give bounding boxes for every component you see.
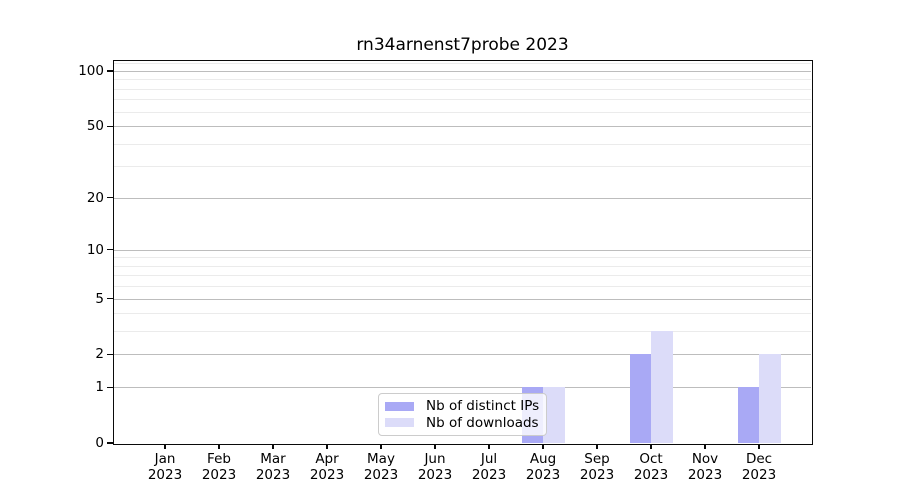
x-tick-month: Mar	[260, 451, 286, 467]
x-tick-month: Oct	[639, 451, 663, 467]
y-tick	[106, 70, 113, 72]
x-tick-label: Oct 2023	[621, 451, 681, 483]
y-tick	[106, 298, 113, 300]
y-tick-label: 10	[86, 241, 104, 258]
y-gridline-major	[114, 126, 811, 128]
y-tick	[106, 353, 113, 356]
x-tick-label: Sep 2023	[567, 451, 627, 483]
y-tick-label: 5	[95, 290, 104, 307]
x-tick-year: 2023	[687, 467, 723, 483]
y-tick	[106, 249, 113, 251]
x-tick-month: Sep	[584, 451, 610, 467]
x-tick-year: 2023	[525, 467, 561, 483]
y-tick-label: 2	[95, 346, 104, 363]
y-gridline-minor	[114, 99, 811, 101]
x-tick	[164, 444, 166, 449]
x-tick	[650, 444, 652, 449]
x-tick-label: Feb 2023	[189, 451, 249, 483]
x-tick-month: Jul	[480, 451, 498, 467]
x-tick-label: Mar 2023	[243, 451, 303, 483]
y-gridline-minor	[114, 79, 811, 81]
y-tick-label: 100	[78, 63, 104, 79]
x-tick-label: Jan 2023	[135, 451, 195, 483]
legend-entry: Nb of downloads	[385, 415, 540, 432]
bar-downloads	[651, 331, 673, 443]
legend-swatch-distinct-ips	[385, 401, 414, 411]
x-tick	[758, 444, 760, 449]
x-tick-year: 2023	[741, 467, 777, 483]
x-tick-label: Jul 2023	[459, 451, 519, 483]
x-tick-year: 2023	[201, 467, 237, 483]
x-tick-year: 2023	[255, 467, 291, 483]
y-tick	[106, 386, 113, 388]
y-gridline-major	[114, 354, 811, 356]
x-tick-month: May	[367, 451, 395, 467]
x-tick-year: 2023	[417, 467, 453, 483]
x-tick-label: May 2023	[351, 451, 411, 483]
y-gridline-major	[114, 298, 811, 300]
bar-downloads	[759, 354, 781, 443]
x-tick-year: 2023	[309, 467, 345, 483]
legend-swatch-downloads	[385, 418, 414, 428]
x-tick-year: 2023	[363, 467, 399, 483]
bar-distinct-ips	[629, 354, 651, 443]
x-tick-month: Jan	[154, 451, 176, 467]
y-gridline-minor	[114, 143, 811, 145]
y-gridline-major	[114, 197, 811, 199]
y-gridline-minor	[114, 111, 811, 113]
x-tick	[596, 444, 598, 449]
x-tick-label: Nov 2023	[675, 451, 735, 483]
y-tick	[106, 442, 113, 444]
y-tick-label: 0	[95, 435, 104, 451]
legend-entry: Nb of distinct IPs	[385, 398, 540, 415]
y-tick-label: 20	[86, 189, 104, 206]
y-gridline-major	[114, 387, 811, 389]
x-tick-month: Nov	[691, 451, 719, 467]
y-gridline-minor	[114, 166, 811, 168]
bar-downloads	[543, 387, 565, 443]
x-tick-year: 2023	[147, 467, 183, 483]
x-tick-month: Dec	[745, 451, 773, 467]
y-tick	[106, 125, 113, 127]
x-tick-month: Apr	[315, 451, 339, 467]
x-tick-year: 2023	[579, 467, 615, 483]
y-gridline-minor	[114, 257, 811, 259]
x-tick	[380, 444, 382, 449]
legend-label-downloads: Nb of downloads	[426, 414, 539, 431]
y-gridline-minor	[114, 63, 811, 65]
x-tick-month: Aug	[529, 451, 557, 467]
x-tick-label: Apr 2023	[297, 451, 357, 483]
x-tick	[434, 444, 436, 449]
y-gridline-minor	[114, 265, 811, 267]
x-tick-label: Jun 2023	[405, 451, 465, 483]
legend-label-distinct-ips: Nb of distinct IPs	[426, 398, 540, 415]
chart-title: rn34arnenst7probe 2023	[356, 35, 569, 55]
y-gridline-major	[114, 249, 811, 251]
x-tick	[218, 444, 220, 449]
x-tick-month: Jun	[424, 451, 446, 467]
x-tick-year: 2023	[633, 467, 669, 483]
y-gridline-minor	[114, 88, 811, 90]
legend: Nb of distinct IPs Nb of downloads	[378, 393, 547, 436]
x-tick	[272, 444, 274, 449]
x-tick-label: Dec 2023	[729, 451, 789, 483]
y-gridline-major	[114, 71, 811, 72]
x-tick	[326, 444, 328, 449]
y-tick	[106, 197, 113, 199]
y-gridline-minor	[114, 313, 811, 315]
y-tick-label: 50	[86, 118, 104, 135]
plot-area	[112, 59, 813, 445]
x-tick	[488, 444, 490, 449]
x-tick-month: Feb	[207, 451, 231, 467]
y-tick-label: 1	[95, 379, 104, 396]
y-gridline-minor	[114, 275, 811, 277]
x-tick	[542, 444, 544, 449]
x-tick	[704, 444, 706, 449]
y-gridline-minor	[114, 331, 811, 333]
x-tick-year: 2023	[471, 467, 507, 483]
x-tick-label: Aug 2023	[513, 451, 573, 483]
bar-distinct-ips	[737, 387, 759, 443]
y-gridline-minor	[114, 286, 811, 288]
